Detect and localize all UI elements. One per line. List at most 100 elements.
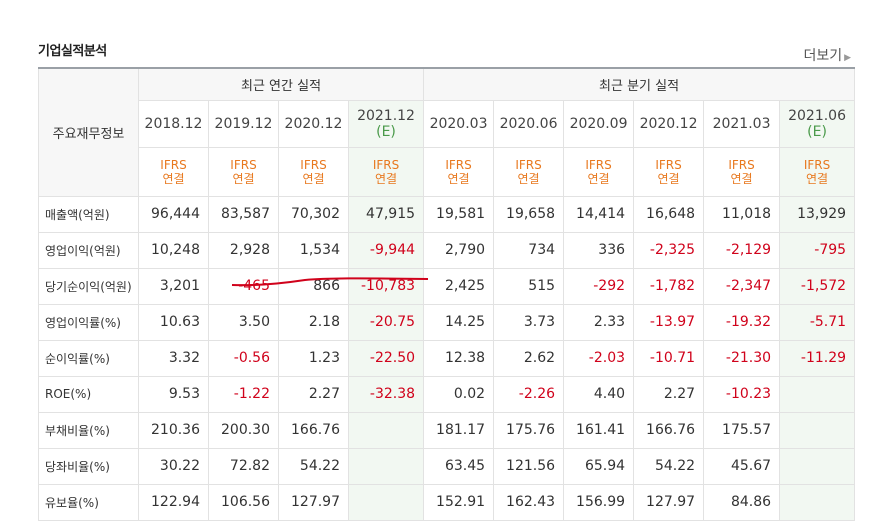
basis-standard: IFRS (230, 157, 257, 172)
basis-header: IFRS 연결 (779, 146, 856, 197)
basis-standard: IFRS (728, 157, 755, 172)
table-cell: -1,572 (779, 267, 856, 305)
table-cell: 10,248 (138, 231, 209, 269)
basis-header: IFRS 연결 (423, 146, 495, 197)
table-cell: 63.45 (423, 447, 495, 485)
row-label: 당좌비율(%) (38, 447, 139, 485)
table-row: 매출액(억원) 96,444 83,587 70,302 47,915 19,581 19,… (38, 195, 856, 233)
basis-scope: 연결 (657, 171, 680, 186)
more-link-label: 더보기 (803, 48, 843, 64)
basis-header: IFRS 연결 (278, 146, 349, 197)
basis-header: IFRS 연결 (563, 146, 635, 197)
row-label: 영업이익(억원) (38, 231, 139, 269)
table-cell: -1,782 (633, 267, 705, 305)
table-cell: 1,534 (278, 231, 349, 269)
section-title: 기업실적분석 (38, 44, 107, 59)
table-cell: -292 (563, 267, 635, 305)
period-date: 2020.03 (429, 115, 488, 132)
row-label: 부채비율(%) (38, 411, 139, 449)
table-cell: -465 (208, 267, 279, 305)
table-cell: 10.63 (138, 303, 209, 341)
table-cell: 96,444 (138, 195, 209, 233)
annual-group-header: 최근 연간 실적 (137, 67, 425, 101)
table-cell: 70,302 (278, 195, 349, 233)
period-header: 2019.12 (208, 99, 279, 148)
basis-header: IFRS 연결 (347, 146, 425, 197)
table-cell (779, 483, 856, 521)
table-cell: 19,658 (493, 195, 565, 233)
table-cell: 166.76 (633, 411, 705, 449)
table-row: 영업이익률(%) 10.63 3.50 2.18 -20.75 14.25 3.73 2.33… (38, 303, 856, 341)
basis-standard: IFRS (300, 157, 327, 172)
table-cell (779, 447, 856, 485)
basis-standard: IFRS (803, 157, 831, 172)
table-cell: 12.38 (423, 339, 495, 377)
quarter-group-header: 최근 분기 실적 (423, 67, 856, 101)
table-cell: -32.38 (347, 375, 425, 413)
table-row: ROE(%) 9.53 -1.22 2.27 -32.38 0.02 -2.26 4.40 2.… (38, 375, 856, 413)
table-row: 당기순이익(억원) 3,201 -465 866 -10,783 2,425 515 -292… (38, 267, 856, 305)
estimate-marker: (E) (807, 123, 827, 140)
period-date: 2020.06 (499, 115, 558, 132)
table-cell: 45.67 (703, 447, 781, 485)
table-cell: 336 (563, 231, 635, 269)
table-cell: 200.30 (208, 411, 279, 449)
table-cell: 175.57 (703, 411, 781, 449)
table-cell: 9.53 (138, 375, 209, 413)
basis-standard: IFRS (655, 157, 682, 172)
basis-scope: 연결 (730, 171, 753, 186)
basis-standard: IFRS (515, 157, 542, 172)
table-cell: 175.76 (493, 411, 565, 449)
basis-scope: 연결 (374, 171, 398, 186)
period-date: 2020.12 (639, 115, 698, 132)
table-cell: 47,915 (347, 195, 425, 233)
table-cell: 54.22 (633, 447, 705, 485)
table-cell: 2,425 (423, 267, 495, 305)
table-cell: -5.71 (779, 303, 856, 341)
table-cell: -1.22 (208, 375, 279, 413)
period-header: 2020.12 (633, 99, 705, 148)
period-date: 2018.12 (144, 115, 203, 132)
table-cell: -10.23 (703, 375, 781, 413)
more-link[interactable]: 더보기 ▶ (803, 45, 851, 65)
row-label: 순이익률(%) (38, 339, 139, 377)
row-header-label: 주요재무정보 (38, 67, 139, 197)
table-cell: 19,581 (423, 195, 495, 233)
table-cell: -2.03 (563, 339, 635, 377)
table-cell: -2.26 (493, 375, 565, 413)
basis-header-row: IFRS 연결 IFRS 연결 IFRS 연결 IFRS 연결 IFRS 연결 IFRS 연결 IFRS… (39, 146, 856, 197)
estimate-marker: (E) (376, 123, 396, 140)
table-cell (347, 411, 425, 449)
table-cell: 2.62 (493, 339, 565, 377)
period-date: 2021.03 (712, 115, 771, 132)
table-cell: -19.32 (703, 303, 781, 341)
table-cell: 4.40 (563, 375, 635, 413)
table-cell (779, 375, 856, 413)
table-cell: 0.02 (423, 375, 495, 413)
table-cell: -2,129 (703, 231, 781, 269)
period-header: 2020.03 (423, 99, 495, 148)
table-cell: 734 (493, 231, 565, 269)
table-cell: -2,347 (703, 267, 781, 305)
table-cell: 54.22 (278, 447, 349, 485)
table-cell: -20.75 (347, 303, 425, 341)
table-cell: 2,790 (423, 231, 495, 269)
basis-scope: 연결 (162, 171, 185, 186)
row-label: 당기순이익(억원) (38, 267, 139, 305)
basis-header: IFRS 연결 (703, 146, 781, 197)
period-date: 2021.12 (357, 107, 415, 124)
basis-scope: 연결 (517, 171, 540, 186)
basis-standard: IFRS (160, 157, 187, 172)
basis-scope: 연결 (587, 171, 610, 186)
table-cell: -795 (779, 231, 856, 269)
basis-header: IFRS 연결 (138, 146, 209, 197)
table-cell: 72.82 (208, 447, 279, 485)
row-label: 유보율(%) (38, 483, 139, 521)
basis-scope: 연결 (447, 171, 470, 186)
table-cell: -11.29 (779, 339, 856, 377)
period-header: 2018.12 (138, 99, 209, 148)
table-cell: 2.27 (633, 375, 705, 413)
table-cell: -10,783 (347, 267, 425, 305)
table-cell: 11,018 (703, 195, 781, 233)
table-cell: 3.73 (493, 303, 565, 341)
